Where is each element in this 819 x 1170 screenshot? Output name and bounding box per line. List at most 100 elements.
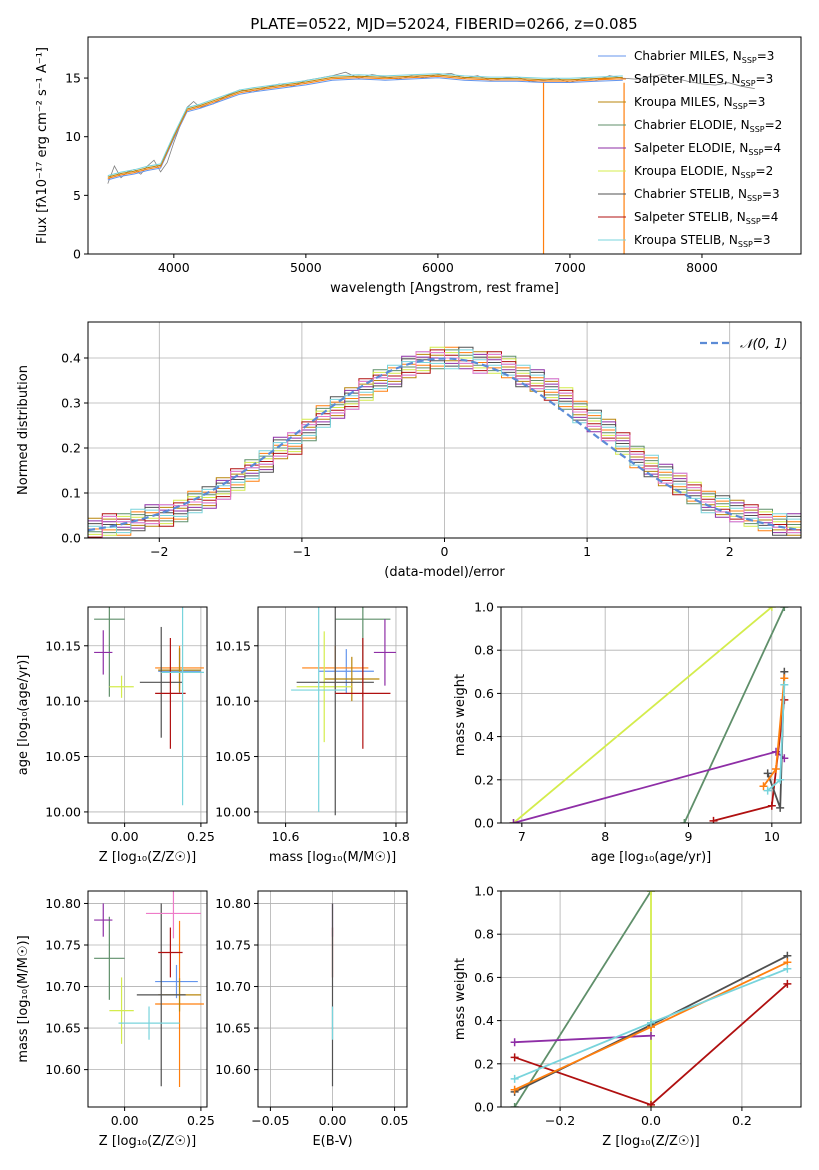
weight-marker [647,891,655,895]
y-tick-label: 10.65 [215,1021,251,1036]
y-tick-label: 10.15 [45,638,81,653]
weight-marker [647,1100,655,1107]
weight-marker [647,1031,655,1040]
weight-marker [510,1103,519,1107]
spectrum-panel: Chabrier MILES, NSSP=3 Salpeter MILES, NS… [35,36,802,296]
legend-label: Chabrier ELODIE, NSSP=2 [634,118,782,134]
legend-label: Kroupa MILES, NSSP=3 [634,95,765,111]
x-tick-label: 0.05 [381,1113,409,1128]
x-axis-label: wavelength [Angstrom, rest frame] [330,281,559,296]
weight-marker [776,803,785,812]
weight-marker [510,1053,519,1062]
legend-label: 𝒩(0, 1) [740,337,787,352]
weight-marker [783,979,792,988]
y-axis-label: Normed distribution [16,365,31,495]
mass-vs-EBV-panel: −0.05 0.00 0.05 10.60 10.65 10.70 10.75 10.80 E(… [215,890,409,1149]
spectrum-model-line [107,75,623,179]
x-tick-label: 2 [726,544,734,559]
y-tick-label: 0.6 [474,686,494,701]
weight-marker [709,816,718,823]
residual-histogram [88,351,801,538]
y-tick-label: 0.8 [474,643,494,658]
y-tick-label: 0.2 [474,772,494,787]
spectrum-model-line [107,74,623,178]
massweight-vs-age-marks [509,607,789,823]
weight-marker [780,680,789,689]
x-axis-label: (data-model)/error [384,565,505,580]
weight-marker [767,607,776,611]
y-tick-label: 0.4 [474,729,494,744]
mass-vs-Z-panel: 0.00 0.25 10.60 10.65 10.70 10.75 10.80 Z [log₁… [16,890,215,1149]
y-tick-label: 1.0 [474,600,494,615]
x-tick-label: 10.8 [382,829,410,844]
x-tick-label: 9 [685,829,693,844]
weight-marker [780,607,789,611]
y-tick-label: 0.4 [474,1013,494,1028]
y-axis-label: age [log₁₀(age/yr)] [16,655,31,776]
y-tick-label: 10.80 [215,896,251,911]
weight-marker [510,1085,519,1094]
x-tick-label: 10 [764,829,780,844]
mass-vs-Z-frame [87,890,208,1108]
x-tick-label: 5000 [290,260,322,275]
y-tick-label: 0.8 [474,927,494,942]
x-axis-label: Z [log₁₀(Z/Z☉)] [99,1134,196,1149]
residuals-marks [88,346,801,538]
x-tick-label: 0.00 [319,1113,347,1128]
massweight-vs-age-frame [500,606,802,824]
weight-marker [763,769,772,778]
y-tick-label: 0 [73,247,81,262]
mass-vs-Z-marks [94,891,204,1088]
residuals-panel: 𝒩(0, 1) −2 −1 0 1 2 0.0 0.1 0.2 0.3 0.4 (data-model… [16,321,802,580]
weight-line [713,699,786,822]
weight-line [513,891,652,1107]
x-tick-label: 7 [518,829,526,844]
y-tick-label: 10.00 [215,804,251,819]
x-tick-label: 8 [601,829,609,844]
x-tick-label: −1 [293,544,311,559]
age-vs-mass-panel: 10.6 10.8 10.00 10.05 10.10 10.15 mass [log₁₀(… [215,606,410,865]
legend-label: Kroupa ELODIE, NSSP=2 [634,164,773,180]
y-tick-label: 0.2 [61,441,81,456]
y-tick-label: 10.10 [45,694,81,709]
y-tick-label: 0.0 [61,531,81,546]
y-tick-label: 5 [73,188,81,203]
weight-marker [759,782,768,791]
spectrum-model-line [107,73,623,177]
x-axis-label: mass [log₁₀(M/M☉)] [269,850,396,865]
x-tick-label: 0 [441,544,449,559]
y-tick-label: 10.75 [45,938,81,953]
y-axis-label: Flux [fλ10⁻¹⁷ erg cm⁻² s⁻¹ A⁻¹] [35,47,50,244]
y-tick-label: 1.0 [474,884,494,899]
age-vs-Z-frame [87,606,208,824]
spectrum-model-line [107,77,623,181]
y-tick-label: 10.80 [45,896,81,911]
y-tick-label: 10.05 [45,749,81,764]
x-tick-label: −0.2 [545,1113,575,1128]
weight-marker [510,1038,519,1047]
age-vs-Z-marks [94,607,204,806]
x-tick-label: 0.00 [111,829,139,844]
legend-label: Salpeter STELIB, NSSP=4 [634,210,778,226]
x-tick-label: 8000 [686,260,718,275]
age-vs-mass-frame [257,606,408,824]
weight-line [512,607,773,823]
x-tick-label: 0.0 [641,1113,661,1128]
x-axis-label: age [log₁₀(age/yr)] [591,850,712,865]
y-tick-label: 0.2 [474,1056,494,1071]
weight-marker [772,765,780,773]
legend-label: Chabrier STELIB, NSSP=3 [634,187,780,203]
x-axis-label: Z [log₁₀(Z/Z☉)] [602,1134,699,1149]
y-tick-label: 10.00 [45,804,81,819]
age-vs-mass-marks [291,607,396,816]
y-axis-label: mass [log₁₀(M/M☉)] [16,935,31,1062]
x-tick-label: −0.05 [251,1113,289,1128]
y-tick-label: 0.4 [61,351,81,366]
legend-label: Chabrier MILES, NSSP=3 [634,49,774,65]
x-tick-label: 0.25 [187,829,215,844]
x-tick-label: 1 [583,544,591,559]
x-tick-label: 0.2 [732,1113,752,1128]
residual-histogram [88,349,801,534]
weight-marker [776,775,785,784]
weight-marker [763,786,772,795]
